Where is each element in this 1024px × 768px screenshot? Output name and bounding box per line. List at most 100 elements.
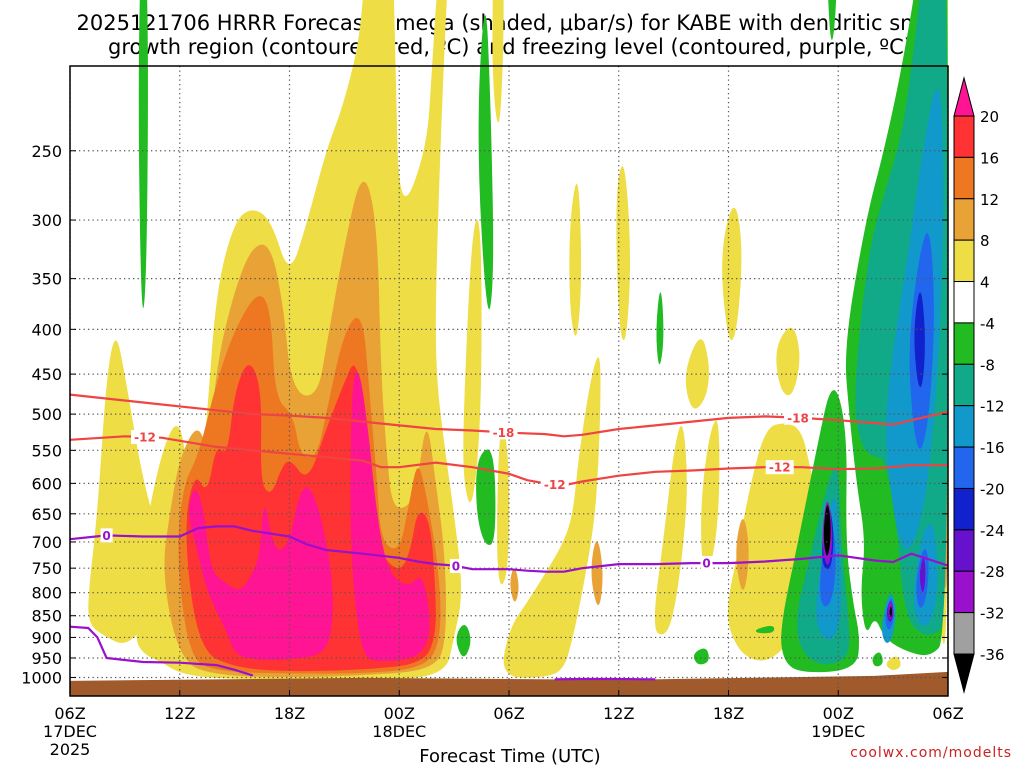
colorbar-swatch: [953, 487, 975, 531]
omega-region-20: [350, 372, 430, 661]
omega-region-4: [776, 327, 800, 396]
colorbar-label: 8: [980, 232, 990, 250]
colorbar-label: -20: [980, 480, 1005, 498]
y-tick-label: 800: [31, 584, 62, 603]
colorbar-swatch: [953, 156, 975, 200]
contour-label-bg: [489, 425, 518, 440]
colorbar-swatch: [953, 570, 975, 614]
y-tick-label: 500: [31, 405, 62, 424]
x-tick-year: 2025: [50, 740, 91, 759]
colorbar-label: -16: [980, 439, 1005, 457]
terrain-ground-fill: [70, 671, 948, 696]
x-tick-label: 06Z: [932, 704, 963, 723]
omega-region-4: [616, 166, 631, 341]
y-tick-label: 950: [31, 649, 62, 668]
contour-label: 0: [452, 559, 460, 573]
omega-region-20: [189, 487, 333, 660]
y-tick-label: 400: [31, 320, 62, 339]
y-tick-label: 450: [31, 365, 62, 384]
colorbar-swatch: [953, 363, 975, 407]
contour-label-bg: [765, 460, 794, 475]
y-tick-label: 550: [31, 441, 62, 460]
y-tick-label: 600: [31, 474, 62, 493]
colorbar-label: 20: [980, 108, 999, 126]
omega-region-neg4: [476, 449, 496, 545]
contour-label-bg: [540, 477, 569, 492]
x-tick-label: 18Z: [713, 704, 744, 723]
colorbar-label: -12: [980, 398, 1005, 416]
x-tick-label: 00Z: [823, 704, 854, 723]
contour-label: -12: [769, 461, 791, 475]
colorbar-swatch: [953, 529, 975, 572]
colorbar-label: -8: [980, 356, 995, 374]
contour-label-bg: [784, 410, 813, 425]
contour-label: -18: [787, 411, 809, 425]
omega-region-4: [685, 339, 709, 409]
omega-region-4: [492, 0, 504, 123]
colorbar-label: -4: [980, 315, 995, 333]
omega-region-4: [701, 420, 720, 569]
colorbar-label: -36: [980, 646, 1005, 664]
omega-region-neg4: [456, 624, 471, 657]
colorbar-label: 4: [980, 274, 990, 292]
colorbar-bottom-triangle: [953, 653, 975, 694]
colorbar-label: -32: [980, 605, 1005, 623]
colorbar-swatch: [953, 281, 975, 324]
contour-label: 0: [702, 557, 710, 571]
contour-label-bg: [130, 430, 159, 445]
x-tick-date: 19DEC: [811, 722, 865, 741]
omega-region-4: [497, 428, 509, 585]
omega-region-neg4: [693, 648, 709, 665]
colorbar-swatch: [953, 198, 975, 241]
y-tick-label: 350: [31, 270, 62, 289]
contour-label: -12: [134, 431, 156, 445]
contour-line-3: [69, 625, 254, 677]
colorbar-swatch: [953, 405, 975, 448]
omega-region-neg4: [755, 626, 775, 634]
y-tick-label: 900: [31, 628, 62, 647]
credit-text: coolwx.com/modelts: [850, 745, 1012, 761]
x-tick-label: 00Z: [384, 704, 415, 723]
omega-region-neg24: [919, 558, 926, 593]
omega-region-4: [503, 357, 601, 678]
colorbar-swatch: [953, 115, 975, 158]
omega-region-neg4: [828, 0, 837, 40]
omega-region-neg36: [889, 606, 892, 618]
colorbar: 20 16 12 8 4 -4 -8 -12 -16 -20 -24 -28 -32 -36: [953, 76, 1005, 694]
contour-label: 0: [102, 529, 110, 543]
omega-region-4: [886, 656, 901, 671]
colorbar-label: -28: [980, 563, 1005, 581]
omega-shading-layer: [88, 0, 948, 680]
colorbar-swatch: [953, 612, 975, 655]
y-tick-label: 300: [31, 211, 62, 230]
x-axis-label: Forecast Time (UTC): [419, 746, 600, 767]
y-tick-label: 700: [31, 533, 62, 552]
colorbar-top-triangle: [953, 76, 975, 117]
x-tick-date: 17DEC: [43, 722, 97, 741]
y-tick-label: 650: [31, 505, 62, 524]
x-tick-date: 18DEC: [372, 722, 426, 741]
omega-region-8: [591, 541, 603, 606]
omega-region-4: [722, 207, 742, 341]
contour-label: -12: [544, 478, 566, 492]
omega-region-neg4: [656, 292, 664, 365]
chart-title-line1: 2025121706 HRRR Forecast Omega (shaded, …: [77, 11, 944, 35]
contour-line-2: [69, 525, 949, 573]
contour-layer: -18 -18 -12 -12 -12 0 0 0: [69, 393, 949, 681]
chart-title-line2: growth region (contoured, red, ºC) and f…: [108, 35, 912, 59]
omega-region-8: [736, 519, 749, 590]
omega-region-neg20: [914, 292, 925, 388]
x-tick-label: 06Z: [493, 704, 524, 723]
contour-label-bg: [100, 528, 113, 543]
omega-region-4: [654, 425, 687, 635]
y-tick-label: 250: [31, 142, 62, 161]
y-tick-label: 850: [31, 607, 62, 626]
x-tick-label: 12Z: [603, 704, 634, 723]
omega-region-neg4: [872, 652, 883, 667]
omega-region-neg36: [823, 505, 831, 556]
omega-region-neg4: [138, 0, 148, 309]
y-tick-label: 750: [31, 559, 62, 578]
x-tick-label: 18Z: [274, 704, 305, 723]
